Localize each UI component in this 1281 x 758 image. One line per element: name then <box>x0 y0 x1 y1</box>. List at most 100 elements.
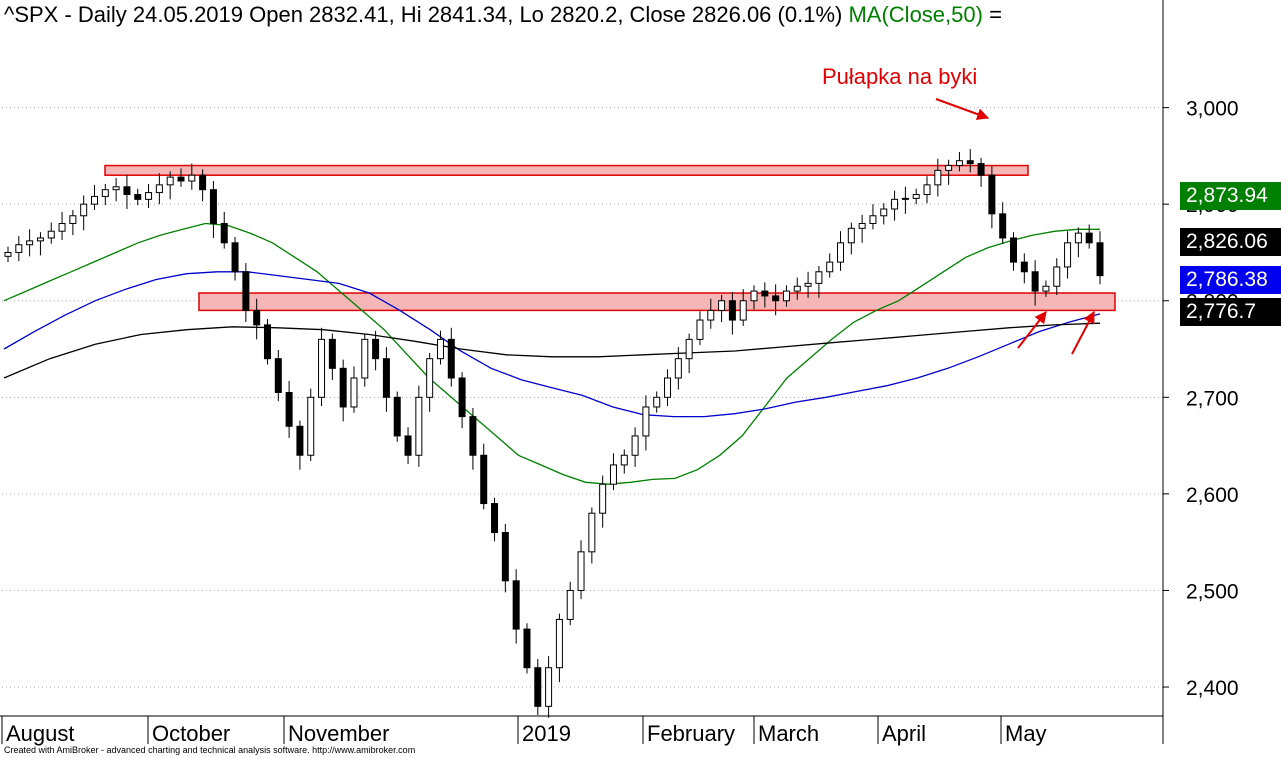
candle-body <box>750 290 758 302</box>
resistance-zone <box>104 164 1029 176</box>
candle-body <box>69 215 77 224</box>
candle-body <box>491 503 499 534</box>
y-tick-label-0: 2,400 <box>1186 677 1239 700</box>
title-text: ^SPX - Daily 24.05.2019 Open 2832.41, Hi… <box>4 2 843 27</box>
candle-body <box>188 174 196 182</box>
candle-body <box>361 338 369 379</box>
y-tick-label-2: 2,600 <box>1186 484 1239 507</box>
candle-body <box>4 251 12 257</box>
candle-body <box>26 240 34 246</box>
candle-body <box>480 454 488 505</box>
candle-body <box>393 396 401 437</box>
candle-body <box>47 230 55 239</box>
candle-body <box>772 295 780 302</box>
y-tick-label-6: 3,000 <box>1186 98 1239 121</box>
candle-body <box>955 160 963 167</box>
y-tick-label-3: 2,700 <box>1186 387 1239 410</box>
candle-body <box>426 358 434 398</box>
x-tick-label-4: February <box>647 721 735 746</box>
candle-body <box>588 512 596 553</box>
candle-body <box>912 194 920 199</box>
candle-body <box>145 192 153 200</box>
ma-label: MA(Close,50) <box>848 2 983 27</box>
candle-body <box>988 174 996 215</box>
annotation-arrows <box>935 98 1095 355</box>
red-arrow-2 <box>1071 310 1095 355</box>
x-tick-label-2: November <box>288 721 389 746</box>
x-tick-label-6: April <box>882 721 926 746</box>
candle-body <box>220 222 228 244</box>
candle-body <box>674 358 682 379</box>
candle-body <box>631 435 639 456</box>
candle-body <box>177 176 185 182</box>
candle-body <box>1053 266 1061 287</box>
candle-body <box>793 285 801 292</box>
red-arrow-0 <box>935 98 990 120</box>
candle-body <box>404 435 412 456</box>
candle-body <box>977 163 985 176</box>
candle-body <box>804 282 812 287</box>
candle-body <box>739 300 747 321</box>
candle-body <box>782 290 790 302</box>
candles <box>4 149 1104 718</box>
ma50-price-label: 2,873.94 <box>1180 182 1281 210</box>
candle-body <box>815 271 823 284</box>
candle-body <box>469 416 477 456</box>
x-tick-label-1: October <box>152 721 230 746</box>
moving-averages <box>3 222 1101 485</box>
candle-body <box>285 391 293 427</box>
candle-body <box>1074 232 1082 244</box>
candle-body <box>1096 242 1104 277</box>
candle-body <box>155 184 163 194</box>
candle-body <box>523 628 531 669</box>
candle-body <box>1042 285 1050 292</box>
candle-body <box>826 261 834 273</box>
candle-body <box>382 358 390 398</box>
candle-body <box>934 169 942 186</box>
candle-body <box>1064 242 1072 268</box>
candle-body <box>1031 271 1039 292</box>
candle-body <box>609 464 617 485</box>
candle-body <box>501 532 509 582</box>
candle-body <box>653 396 661 408</box>
x-tick-label-3: 2019 <box>522 721 571 746</box>
candle-body <box>685 338 693 360</box>
candle-body <box>718 300 726 311</box>
candle-body <box>15 244 23 253</box>
candle-body <box>512 580 520 630</box>
candle-body <box>101 189 109 197</box>
candle-body <box>858 222 866 229</box>
candle-body <box>296 425 304 456</box>
zones <box>104 164 1116 312</box>
candle-body <box>966 160 974 165</box>
candle-body <box>566 589 574 620</box>
x-tick-label-0: August <box>6 721 75 746</box>
candle-body <box>534 667 542 707</box>
ma100-line <box>3 271 1101 418</box>
candle-body <box>707 309 715 321</box>
candle-body <box>577 551 585 591</box>
candle-body <box>847 227 855 244</box>
candle-body <box>923 184 931 196</box>
ma100-price-label: 2,786.38 <box>1180 266 1281 294</box>
candle-body <box>436 338 444 360</box>
candle-body <box>58 222 66 232</box>
candle-body <box>728 300 736 321</box>
candle-body <box>945 165 953 171</box>
candle-body <box>599 483 607 514</box>
candle-body <box>458 377 466 418</box>
candle-body <box>242 271 250 311</box>
ma50-line <box>3 222 1100 485</box>
candle-body <box>1020 261 1028 273</box>
candle-body <box>134 194 142 200</box>
candle-body <box>339 367 347 408</box>
candle-body <box>350 377 358 408</box>
candle-body <box>642 406 650 437</box>
candle-body <box>166 176 174 186</box>
x-tick-label-7: May <box>1005 721 1047 746</box>
candle-body <box>999 213 1007 239</box>
red-arrow-1 <box>1017 311 1047 349</box>
support-zone <box>198 292 1116 312</box>
bull-trap-annotation: Pułapka na byki <box>822 64 978 89</box>
